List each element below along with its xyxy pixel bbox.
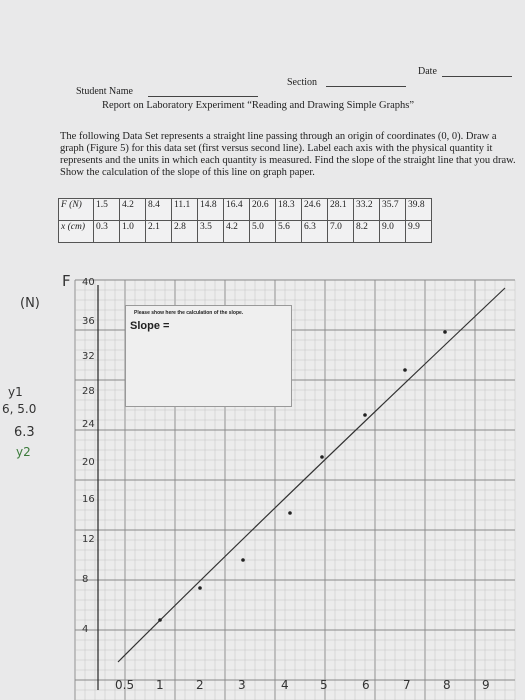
table-cell: 9.9: [405, 220, 432, 243]
x-tick-label: 1: [156, 678, 164, 692]
table-cell: 9.0: [379, 220, 406, 243]
y-tick-label: 36: [82, 316, 95, 327]
margin-note: 6, 5.0: [2, 402, 37, 416]
table-cell: 28.1: [327, 198, 354, 221]
section-line: [326, 86, 406, 87]
slope-label: Slope =: [130, 320, 170, 332]
plotted-point: [241, 558, 245, 562]
student-line: [148, 96, 258, 97]
table-cell: 8.4: [145, 198, 172, 221]
plotted-point: [403, 368, 407, 372]
table-cell: 4.2: [119, 198, 146, 221]
table-cell: 6.3: [301, 220, 328, 243]
table-cell: 0.3: [93, 220, 120, 243]
y-tick-label: 8: [82, 574, 89, 585]
student-label: Student Name: [76, 86, 133, 97]
y-tick-label: 24: [82, 419, 95, 430]
x-tick-label: 8: [443, 678, 451, 692]
row-label: x (cm): [58, 220, 94, 243]
table-cell: 5.0: [249, 220, 276, 243]
table-cell: 1.0: [119, 220, 146, 243]
plotted-point: [363, 413, 367, 417]
margin-note: y1: [8, 385, 23, 399]
table-cell: 8.2: [353, 220, 380, 243]
y-tick-label: 12: [82, 534, 95, 545]
x-tick-label: 3: [238, 678, 246, 692]
table-cell: 33.2: [353, 198, 380, 221]
table-cell: 18.3: [275, 198, 302, 221]
table-cell: 20.6: [249, 198, 276, 221]
instructions: The following Data Set represents a stra…: [60, 131, 516, 178]
margin-note: y2: [16, 445, 31, 459]
plotted-point: [288, 511, 292, 515]
date-label: Date: [418, 66, 437, 77]
date-line: [442, 76, 512, 77]
table-cell: 7.0: [327, 220, 354, 243]
x-tick-label: 2: [196, 678, 204, 692]
table-body: F (N) 1.5 4.2 8.4 11.1 14.8 16.4 20.6 18.3 24.6 28…: [58, 198, 432, 243]
margin-note: 6.3: [14, 425, 35, 440]
y-tick-label: 20: [82, 457, 95, 468]
x-tick-label: 6: [362, 678, 370, 692]
note-title: Please show here the calculation of the …: [134, 310, 244, 316]
y-unit: (N): [20, 296, 40, 311]
x-tick-label: 4: [281, 678, 289, 692]
table-cell: 14.8: [197, 198, 224, 221]
y-tick-label: 32: [82, 351, 95, 362]
table-cell: 5.6: [275, 220, 302, 243]
plotted-point: [198, 586, 202, 590]
table-cell: 3.5: [197, 220, 224, 243]
table-cell: 1.5: [93, 198, 120, 221]
x-tick-label: 0.5: [115, 678, 135, 692]
table-cell: 2.8: [171, 220, 198, 243]
table-row: F (N) 1.5 4.2 8.4 11.1 14.8 16.4 20.6 18.3 24.6 28…: [58, 198, 432, 221]
table-cell: 24.6: [301, 198, 328, 221]
x-tick-label: 9: [482, 678, 490, 692]
table-cell: 2.1: [145, 220, 172, 243]
x-tick-label: 7: [403, 678, 411, 692]
y-tick-label: 4: [82, 624, 89, 635]
y-tick-label: 40: [82, 277, 95, 288]
plotted-point: [443, 330, 447, 334]
y-tick-label: 28: [82, 386, 95, 397]
table-cell: 11.1: [171, 198, 198, 221]
table-row: x (cm) 0.3 1.0 2.1 2.8 3.5 4.2 5.0 5.6 6.3 7.0 8.2 9…: [58, 220, 432, 243]
row-label: F (N): [58, 198, 94, 221]
table-cell: 39.8: [405, 198, 432, 221]
table-cell: 4.2: [223, 220, 250, 243]
x-tick-label: 5: [320, 678, 328, 692]
report-title: Report on Laboratory Experiment “Reading…: [102, 100, 414, 111]
section-label: Section: [287, 77, 317, 88]
slope-box: Please show here the calculation of the …: [125, 305, 292, 407]
data-table: F (N) 1.5 4.2 8.4 11.1 14.8 16.4 20.6 18.3 24.6 28…: [58, 198, 432, 243]
y-axis-label: F: [62, 272, 71, 290]
plotted-point: [158, 618, 162, 622]
table-cell: 16.4: [223, 198, 250, 221]
table-cell: 35.7: [379, 198, 406, 221]
plotted-point: [320, 455, 324, 459]
y-tick-label: 16: [82, 494, 95, 505]
